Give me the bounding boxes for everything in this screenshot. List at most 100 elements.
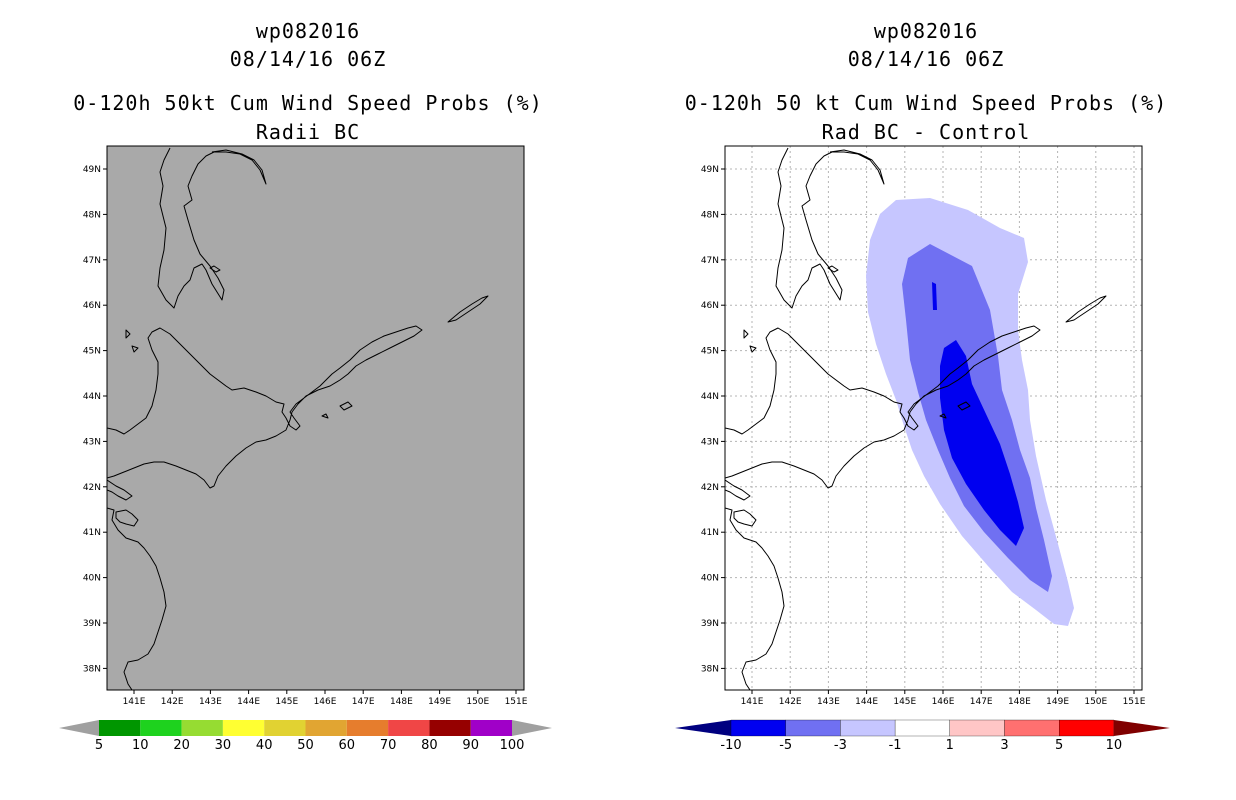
lat-tick-label: 43N [701, 437, 719, 447]
contour-minus5-to-minus10-cell [932, 282, 937, 310]
colorbar-label: 70 [380, 738, 397, 753]
colorbar-label: -1 [889, 738, 902, 753]
colorbar-label: 40 [256, 738, 273, 753]
lon-tick-label: 148E [390, 697, 413, 707]
lon-tick-label: 144E [855, 697, 878, 707]
colorbar-segment [429, 720, 471, 736]
right-title-line-4: Rad BC - Control [821, 120, 1031, 144]
right-title-line-1: wp082016 [873, 19, 979, 43]
colorbar-label: 100 [500, 738, 525, 753]
colorbar-segment [730, 719, 786, 737]
colorbar-label: -10 [720, 738, 741, 753]
colorbar-label: -3 [834, 738, 847, 753]
lon-tick-label: 148E [1008, 697, 1031, 707]
lat-tick-label: 45N [83, 347, 101, 357]
left-colorbar: 5 10 20 30 40 50 60 70 80 90 100 [59, 720, 552, 753]
lat-tick-label: 46N [701, 301, 719, 311]
lon-tick-label: 145E [275, 697, 298, 707]
colorbar-label: 1 [946, 738, 954, 753]
lon-tick-label: 141E [741, 697, 764, 707]
lon-tick-label: 151E [1123, 697, 1146, 707]
colorbar-label: 10 [132, 738, 149, 753]
colorbar-low-triangle [59, 720, 99, 736]
lat-tick-label: 47N [701, 256, 719, 266]
colorbar-label: 80 [421, 738, 438, 753]
lon-tick-label: 145E [893, 697, 916, 707]
colorbar-high-triangle [512, 720, 552, 736]
lon-tick-label: 142E [779, 697, 802, 707]
lat-tick-label: 46N [83, 301, 101, 311]
left-title-line-1: wp082016 [255, 19, 361, 43]
colorbar-label: 50 [297, 738, 314, 753]
colorbar-segment [1059, 719, 1115, 737]
lat-tick-label: 38N [83, 664, 101, 674]
colorbar-segment [840, 719, 896, 737]
lon-tick-label: 149E [428, 697, 451, 707]
colorbar-low-triangle [675, 720, 731, 736]
colorbar-segment [949, 719, 1005, 737]
lat-tick-label: 44N [701, 392, 719, 402]
colorbar-segment [470, 720, 512, 736]
right-colorbar: -10 -5 -3 -1 1 3 5 10 [675, 719, 1170, 753]
lat-tick-label: 42N [701, 483, 719, 493]
right-title-line-2: 08/14/16 06Z [847, 47, 1005, 71]
lat-tick-label: 40N [83, 574, 101, 584]
colorbar-segment [264, 720, 306, 736]
right-map-frame [724, 145, 1143, 691]
lat-tick-label: 45N [701, 347, 719, 357]
colorbar-label: -5 [779, 738, 792, 753]
lat-tick-label: 44N [83, 392, 101, 402]
colorbar-segment [346, 720, 389, 736]
lon-tick-label: 151E [505, 697, 528, 707]
lat-tick-label: 43N [83, 437, 101, 447]
colorbar-label: 10 [1106, 738, 1123, 753]
left-title-line-3: 0-120h 50kt Cum Wind Speed Probs (%) [73, 91, 543, 115]
lon-tick-label: 142E [161, 697, 184, 707]
lon-tick-label: 147E [352, 697, 375, 707]
lat-tick-label: 47N [83, 256, 101, 266]
lon-tick-label: 143E [199, 697, 222, 707]
colorbar-segment [181, 720, 223, 736]
lon-tick-label: 150E [1084, 697, 1107, 707]
left-map-fill [107, 146, 524, 690]
colorbar-label: 90 [462, 738, 479, 753]
right-title-line-3: 0-120h 50 kt Cum Wind Speed Probs (%) [684, 91, 1168, 115]
lon-tick-label: 143E [817, 697, 840, 707]
colorbar-segment [222, 720, 265, 736]
colorbar-high-triangle [1113, 720, 1170, 736]
left-map-frame [106, 145, 525, 691]
right-difference-field [725, 147, 1107, 690]
lat-tick-label: 49N [701, 165, 719, 175]
left-axis-ticks: 141E 142E 143E 144E 145E 146E 147E 148E 149E 150E… [83, 165, 528, 707]
lon-tick-label: 141E [123, 697, 146, 707]
colorbar-label: 5 [95, 738, 103, 753]
lat-tick-label: 39N [83, 619, 101, 629]
colorbar-label: 5 [1055, 738, 1063, 753]
lat-tick-label: 41N [701, 528, 719, 538]
colorbar-label: 3 [1000, 738, 1008, 753]
colorbar-label: 60 [339, 738, 356, 753]
lon-tick-label: 146E [932, 697, 955, 707]
colorbar-segment [388, 720, 430, 736]
contour-minus5-to-minus10 [940, 340, 1024, 546]
right-axis-ticks: 141E 142E 143E 144E 145E 146E 147E 148E 149E 150E… [701, 165, 1146, 707]
lat-tick-label: 40N [701, 574, 719, 584]
colorbar-segment [894, 719, 950, 737]
colorbar-segment [140, 720, 182, 736]
left-title-line-2: 08/14/16 06Z [229, 47, 387, 71]
lat-tick-label: 48N [83, 210, 101, 220]
colorbar-segment [1004, 719, 1060, 737]
lat-tick-label: 38N [701, 664, 719, 674]
lon-tick-label: 149E [1046, 697, 1069, 707]
colorbar-label: 20 [173, 738, 190, 753]
lon-tick-label: 146E [314, 697, 337, 707]
left-title-line-4: Radii BC [255, 120, 361, 144]
lon-tick-label: 147E [970, 697, 993, 707]
lat-tick-label: 39N [701, 619, 719, 629]
lat-tick-label: 42N [83, 483, 101, 493]
colorbar-segment [305, 720, 347, 736]
colorbar-segment [785, 719, 841, 737]
lon-tick-label: 144E [237, 697, 260, 707]
colorbar-segment [99, 720, 141, 736]
